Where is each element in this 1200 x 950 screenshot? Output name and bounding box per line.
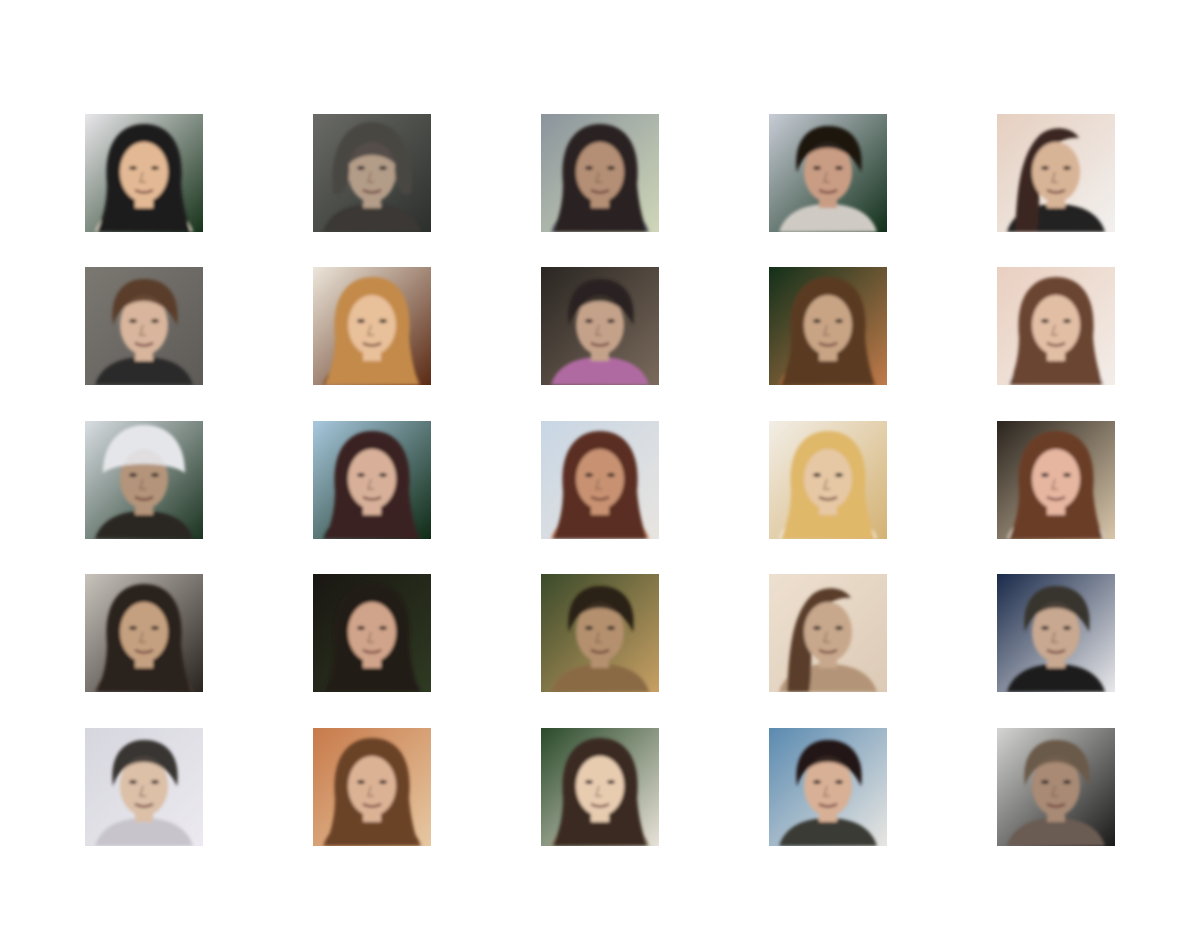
face-image [997, 728, 1115, 846]
face-image [85, 574, 203, 692]
face-image [85, 267, 203, 385]
face-image [85, 114, 203, 232]
face-image [541, 267, 659, 385]
face-image [769, 267, 887, 385]
face-image [85, 421, 203, 539]
face-image [541, 574, 659, 692]
face-image [313, 421, 431, 539]
face-image [769, 421, 887, 539]
face-image [313, 267, 431, 385]
face-image [313, 114, 431, 232]
face-image [997, 114, 1115, 232]
face-image [541, 728, 659, 846]
face-image [541, 114, 659, 232]
face-image [541, 421, 659, 539]
face-image [769, 728, 887, 846]
face-image [769, 114, 887, 232]
face-image [313, 574, 431, 692]
face-image [85, 728, 203, 846]
face-image [769, 574, 887, 692]
face-image [997, 574, 1115, 692]
face-image [997, 421, 1115, 539]
face-image [997, 267, 1115, 385]
face-image [313, 728, 431, 846]
